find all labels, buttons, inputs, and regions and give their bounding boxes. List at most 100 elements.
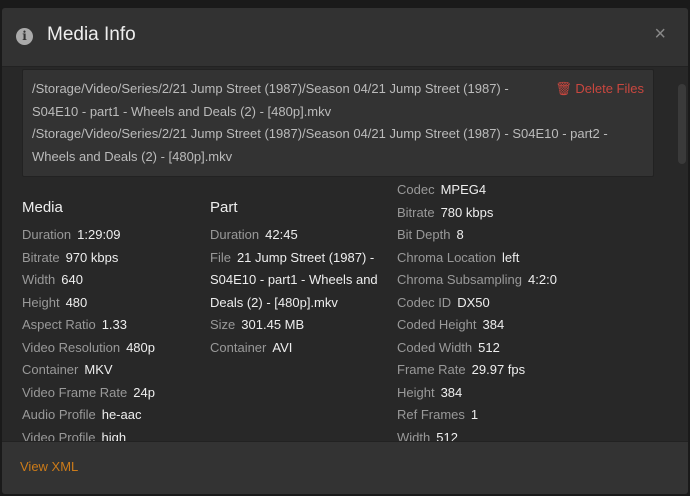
info-label: Width: [22, 272, 56, 287]
info-row: Video Resolution 480p: [22, 337, 200, 360]
info-label: Container: [210, 339, 267, 355]
info-label: Frame Rate: [397, 362, 466, 377]
close-button[interactable]: ×: [654, 23, 666, 45]
info-value: DX50: [457, 294, 490, 310]
info-label: Coded Height: [397, 317, 477, 332]
info-columns: Media Duration 1:29:09 Bitrate 970 kbps Width…: [2, 182, 674, 442]
info-label: Aspect Ratio: [22, 317, 96, 332]
info-label: Chroma Location: [397, 249, 496, 265]
info-value: 970 kbps: [65, 249, 119, 265]
info-row: Size 301.45 MB: [210, 314, 388, 337]
info-row: Video Frame Rate 24p: [22, 382, 200, 405]
info-value: 480: [65, 294, 88, 310]
info-row: Height 384: [397, 382, 667, 405]
info-row: Video Profile high: [22, 427, 200, 443]
file-path: S04E10 - part1 - Wheels and Deals (2) - …: [32, 103, 332, 119]
info-value: 480p: [126, 339, 155, 355]
dialog-title: Media Info: [47, 24, 136, 45]
info-row: Coded Width 512: [397, 337, 667, 360]
info-value: he-aac: [101, 407, 142, 422]
info-value: 21 Jump Street (1987) - S04E10 - part1 -…: [210, 249, 378, 310]
info-value: AVI: [272, 339, 293, 355]
info-value: 512: [478, 339, 500, 355]
file-path: Wheels and Deals (2) - [480p].mkv: [32, 148, 233, 164]
info-label: Bitrate: [22, 249, 60, 265]
info-row: Bitrate 780 kbps: [397, 202, 667, 225]
info-label: Container: [22, 362, 79, 377]
info-row: Chroma Location left: [397, 247, 667, 270]
view-xml-link[interactable]: View XML: [20, 459, 79, 474]
media-info-dialog: i Media Info × 🗑 Delete Files /Storage/V…: [2, 8, 688, 494]
info-row: Width 512: [397, 427, 667, 443]
info-label: Video Profile: [22, 429, 96, 443]
info-row: Aspect Ratio 1.33: [22, 314, 200, 337]
delete-files-label: Delete Files: [575, 81, 644, 96]
info-label: Coded Width: [397, 339, 473, 355]
info-row: Coded Height 384: [397, 314, 667, 337]
info-row: Container AVI: [210, 337, 388, 360]
info-value: 29.97 fps: [471, 362, 526, 377]
info-label: Height: [397, 384, 435, 400]
info-value: 24p: [133, 384, 155, 400]
dialog-content: 🗑 Delete Files /Storage/Video/Series/2/2…: [2, 69, 674, 442]
info-value: MPEG4: [440, 182, 487, 197]
info-value: 1: [470, 407, 479, 422]
info-value: 4:2:0: [528, 272, 557, 287]
info-value: 1.33: [101, 317, 128, 332]
info-label: Codec: [397, 182, 435, 197]
info-value: 8: [456, 227, 464, 242]
info-label: Chroma Subsampling: [397, 272, 523, 287]
info-row: Bitrate 970 kbps: [22, 247, 200, 270]
info-value: 780 kbps: [440, 204, 494, 220]
info-label: Codec ID: [397, 294, 452, 310]
info-label: Duration: [210, 227, 260, 242]
info-icon: i: [16, 28, 33, 45]
info-row: Container MKV: [22, 359, 200, 382]
delete-files-button[interactable]: 🗑 Delete Files: [555, 78, 644, 101]
info-label: Video Frame Rate: [22, 384, 128, 400]
info-row: Ref Frames 1: [397, 404, 667, 427]
info-row: Bit Depth 8: [397, 224, 667, 247]
info-row: Codec ID DX50: [397, 292, 667, 315]
info-label: Height: [22, 294, 60, 310]
info-label: Bit Depth: [397, 227, 451, 242]
info-row: Audio Profile he-aac: [22, 404, 200, 427]
info-row: File 21 Jump Street (1987) - S04E10 - par…: [210, 247, 388, 315]
stream-column: Codec MPEG4 Bitrate 780 kbps Bit Depth 8 Chrom…: [397, 179, 667, 442]
info-row: Chroma Subsampling 4:2:0: [397, 269, 667, 292]
info-label: Ref Frames: [397, 407, 465, 422]
info-value: MKV: [84, 362, 113, 377]
info-value: 512: [436, 429, 458, 443]
info-value: 42:45: [265, 227, 298, 242]
dialog-header: i Media Info ×: [2, 8, 688, 67]
file-path: /Storage/Video/Series/2/21 Jump Street (…: [32, 126, 608, 141]
file-path: /Storage/Video/Series/2/21 Jump Street (…: [32, 81, 509, 96]
info-value: 640: [61, 272, 83, 287]
part-column: Part Duration 42:45 File 21 Jump Street (198…: [210, 191, 388, 442]
info-row: Codec MPEG4: [397, 179, 667, 202]
scrollbar[interactable]: [678, 77, 686, 442]
dialog-footer: View XML: [2, 441, 688, 494]
info-value: 384: [440, 384, 463, 400]
info-label: File: [210, 249, 231, 265]
scrollbar-thumb[interactable]: [678, 84, 686, 164]
info-value: 301.45 MB: [241, 317, 305, 332]
media-column: Media Duration 1:29:09 Bitrate 970 kbps Width…: [22, 191, 200, 442]
file-paths-panel: 🗑 Delete Files /Storage/Video/Series/2/2…: [22, 69, 654, 177]
info-value: 1:29:09: [77, 227, 121, 242]
info-label: Bitrate: [397, 204, 435, 220]
info-row: Width 640: [22, 269, 200, 292]
info-value: 384: [482, 317, 505, 332]
info-value: left: [502, 249, 520, 265]
info-label: Width: [397, 429, 431, 443]
info-label: Video Resolution: [22, 339, 121, 355]
part-heading: Part: [210, 199, 238, 216]
info-value: high: [101, 429, 127, 443]
trash-icon: 🗑: [555, 81, 572, 96]
info-label: Duration: [22, 227, 72, 242]
info-row: Frame Rate 29.97 fps: [397, 359, 667, 382]
info-row: Height 480: [22, 292, 200, 315]
info-row: Duration 42:45: [210, 224, 388, 247]
info-row: Duration 1:29:09: [22, 224, 200, 247]
media-heading: Media: [22, 199, 63, 216]
